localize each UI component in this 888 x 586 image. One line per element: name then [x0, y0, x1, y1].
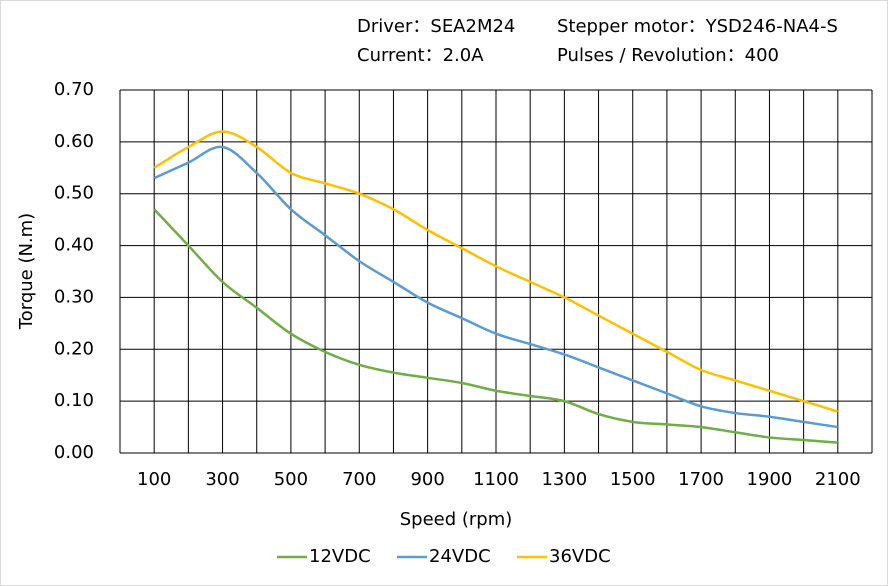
y-tick-label: 0.20 [54, 338, 94, 359]
info-text: Pulses / Revolution：400 [557, 45, 779, 66]
x-tick-label: 1900 [747, 469, 793, 490]
x-tick-label: 300 [205, 469, 239, 490]
y-tick-label: 0.60 [54, 131, 94, 152]
x-tick-label: 900 [410, 469, 444, 490]
info-text: Driver：SEA2M24 [357, 16, 515, 37]
info-text: Stepper motor：YSD246-NA4-S [557, 16, 838, 37]
info-text: Current：2.0A [357, 45, 484, 66]
x-tick-label: 1700 [678, 469, 724, 490]
series-line [153, 208, 838, 444]
y-axis-label: Torque (N.m) [16, 213, 37, 330]
x-tick-label: 1100 [473, 469, 519, 490]
y-tick-label: 0.10 [54, 390, 94, 411]
x-tick-label: 2100 [815, 469, 861, 490]
legend-label: 12VDC [309, 546, 371, 567]
y-tick-label: 0.70 [54, 79, 94, 100]
series-line [153, 145, 839, 429]
series-line [153, 130, 839, 413]
y-tick-label: 0.00 [54, 442, 94, 463]
x-axis-label: Speed (rpm) [400, 509, 513, 530]
y-tick-label: 0.50 [54, 183, 94, 204]
x-tick-label: 1300 [541, 469, 587, 490]
legend-label: 36VDC [549, 546, 611, 567]
x-tick-label: 500 [274, 469, 308, 490]
x-tick-label: 700 [342, 469, 376, 490]
legend-label: 24VDC [429, 546, 491, 567]
x-tick-label: 100 [137, 469, 171, 490]
x-tick-label: 1500 [610, 469, 656, 490]
y-tick-label: 0.30 [54, 286, 94, 307]
y-tick-label: 0.40 [54, 235, 94, 256]
